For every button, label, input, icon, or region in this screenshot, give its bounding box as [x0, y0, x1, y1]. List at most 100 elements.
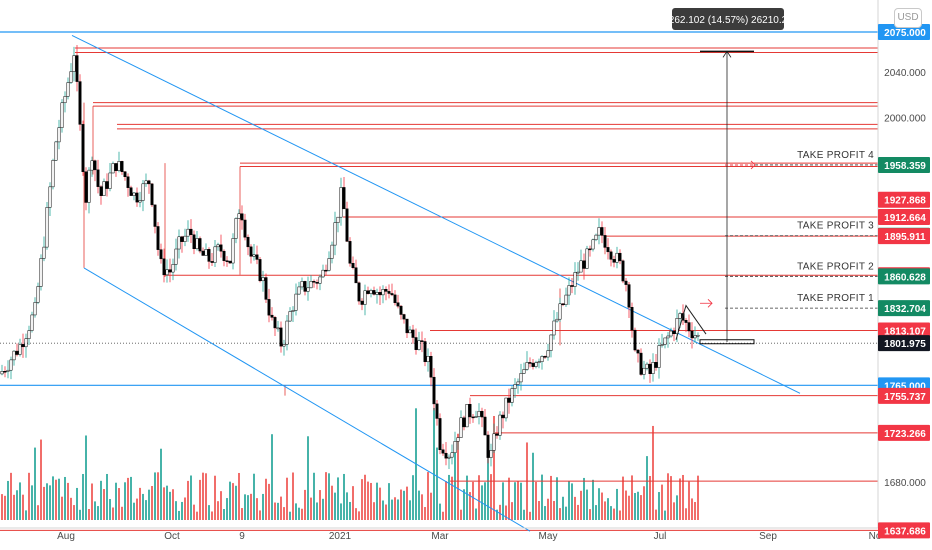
volume-bar [586, 489, 588, 520]
candle-body [513, 384, 517, 389]
candle-body [612, 259, 616, 263]
volume-bar [496, 509, 498, 520]
candle-body [528, 362, 532, 364]
candle-body [417, 340, 421, 350]
volume-bar [178, 510, 180, 520]
volume-bar [310, 497, 312, 520]
candle-body [480, 410, 484, 418]
candle-body [294, 293, 298, 311]
candle-body [624, 280, 628, 285]
volume-bar [7, 480, 9, 520]
volume-bar [19, 482, 21, 520]
pattern-triangle [675, 304, 707, 340]
volume-bar [40, 439, 42, 520]
volume-bar [340, 503, 342, 520]
volume-bar [565, 506, 567, 520]
candle-body [222, 250, 226, 261]
candle-body [207, 249, 211, 262]
candle-body [579, 260, 583, 273]
volume-bar [313, 472, 315, 520]
candle-body [174, 248, 178, 265]
volume-bar [514, 482, 516, 520]
candle-body [582, 260, 586, 269]
candle-body [69, 71, 73, 83]
candle-body [93, 160, 97, 171]
volume-bar [58, 478, 60, 520]
volume-bar [244, 494, 246, 520]
volume-bar [448, 474, 450, 520]
volume-bar [280, 496, 282, 520]
candle-body [126, 176, 130, 188]
volume-bar [595, 505, 597, 520]
volume-bar [487, 451, 489, 520]
currency-badge[interactable]: USD [894, 8, 922, 28]
candle-body [537, 361, 541, 364]
volume-bar [85, 435, 87, 520]
candle-body [465, 404, 469, 428]
volume-bar [190, 475, 192, 520]
price-tag-label: 1958.359 [884, 161, 926, 172]
volume-bar [145, 500, 147, 520]
candle-body [303, 281, 307, 292]
candle-body [36, 286, 40, 303]
volume-bar [400, 489, 402, 520]
volume-bar [283, 507, 285, 520]
price-tag-label: 1801.975 [884, 339, 926, 350]
take-profit-label: TAKE PROFIT 4 [797, 150, 874, 161]
volume-bar [268, 483, 270, 520]
volume-bar [628, 495, 630, 520]
volume-bar [103, 489, 105, 520]
y-tick-label: 2000.000 [884, 113, 926, 124]
candle-body [201, 250, 205, 256]
volume-bar [97, 506, 99, 520]
volume-bar [427, 472, 429, 520]
candle-body [345, 208, 349, 242]
candle-body [669, 330, 673, 337]
volume-bar [517, 481, 519, 520]
candle-body [399, 305, 403, 315]
volume-bar [319, 490, 321, 520]
price-tag [878, 24, 930, 40]
volume-bar [112, 507, 114, 520]
volume-bar [265, 478, 267, 520]
candle-body [114, 163, 118, 171]
candle-body [333, 222, 337, 246]
volume-bar [520, 482, 522, 520]
candle-body [258, 259, 262, 282]
candle-body [24, 338, 28, 348]
y-tick-label: 1680.000 [884, 478, 926, 489]
candle-body [540, 356, 544, 363]
candle-body [489, 450, 493, 458]
volume-bar [361, 479, 363, 520]
candle-body [192, 234, 196, 250]
candle-body [570, 285, 574, 287]
candle-body [621, 260, 625, 282]
price-tag-label: 1765.000 [884, 381, 926, 392]
x-tick-label: 2021 [329, 531, 352, 542]
candle-body [177, 236, 181, 250]
candle-body [183, 235, 187, 242]
volume-bar [343, 473, 345, 520]
target-arrow-icon [750, 160, 756, 170]
candle-body [636, 349, 640, 354]
candle-body [609, 251, 613, 260]
candle-body [60, 102, 64, 128]
volume-bar [535, 481, 537, 520]
candle-body [312, 280, 316, 283]
volume-bar [442, 511, 444, 520]
volume-bar [370, 482, 372, 520]
candle-body [255, 254, 259, 260]
candle-body [96, 169, 100, 187]
volume-bar [523, 509, 525, 520]
volume-bar [658, 492, 660, 520]
volume-bar [100, 480, 102, 520]
candle-body [690, 330, 694, 339]
volume-bar [613, 508, 615, 520]
price-tag [878, 191, 930, 208]
candle-body [633, 329, 637, 351]
candle-body [438, 418, 442, 451]
candle-body [549, 334, 553, 351]
candle-body [594, 234, 598, 241]
candle-body [495, 433, 499, 436]
